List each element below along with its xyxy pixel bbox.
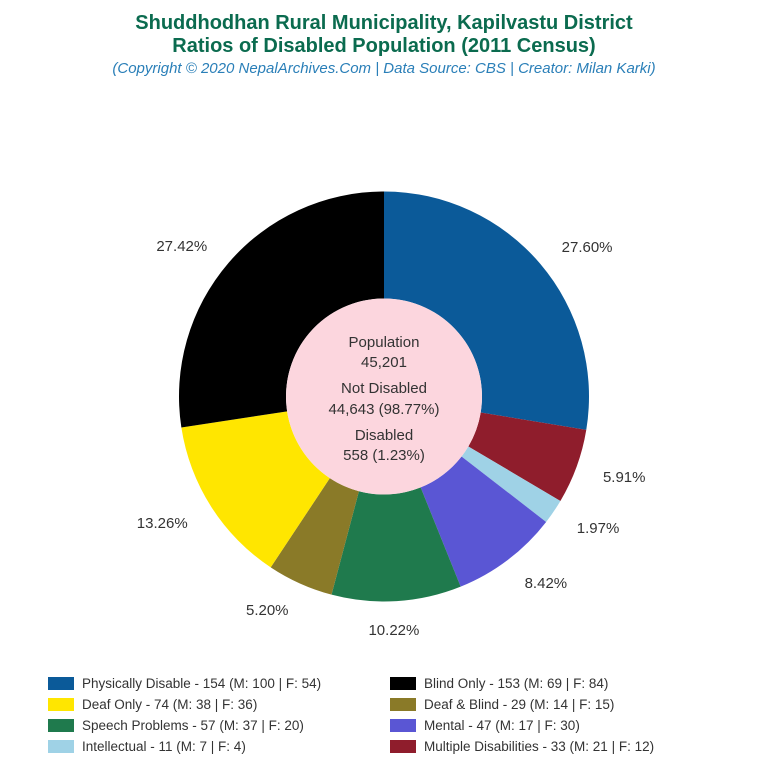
center-summary: Population 45,201 Not Disabled 44,643 (9… [294,327,474,473]
center-pop-value: 45,201 [294,353,474,373]
legend-label: Physically Disable - 154 (M: 100 | F: 54… [82,676,321,691]
center-disabled-value: 558 (1.23%) [294,446,474,466]
center-notdisabled-label: Not Disabled [294,379,474,399]
legend-swatch [48,740,74,753]
legend-label: Mental - 47 (M: 17 | F: 30) [424,718,580,733]
donut-chart: Population 45,201 Not Disabled 44,643 (9… [164,177,604,622]
legend-swatch [390,677,416,690]
legend-swatch [390,719,416,732]
legend-item: Deaf Only - 74 (M: 38 | F: 36) [48,697,378,712]
legend-label: Blind Only - 153 (M: 69 | F: 84) [424,676,608,691]
legend-swatch [390,698,416,711]
legend-swatch [48,698,74,711]
pct-label: 27.42% [156,238,207,255]
legend-item: Deaf & Blind - 29 (M: 14 | F: 15) [390,697,720,712]
center-disabled-label: Disabled [294,426,474,446]
pct-label: 5.91% [603,469,646,486]
center-pop-label: Population [294,333,474,353]
legend-item: Physically Disable - 154 (M: 100 | F: 54… [48,676,378,691]
legend-label: Multiple Disabilities - 33 (M: 21 | F: 1… [424,739,654,754]
legend: Physically Disable - 154 (M: 100 | F: 54… [48,676,720,754]
pct-label: 13.26% [137,515,188,532]
legend-item: Blind Only - 153 (M: 69 | F: 84) [390,676,720,691]
legend-swatch [390,740,416,753]
legend-swatch [48,677,74,690]
legend-label: Intellectual - 11 (M: 7 | F: 4) [82,739,246,754]
pct-label: 1.97% [577,520,620,537]
chart-subtitle: (Copyright © 2020 NepalArchives.Com | Da… [0,60,768,77]
legend-item: Speech Problems - 57 (M: 37 | F: 20) [48,718,378,733]
legend-label: Speech Problems - 57 (M: 37 | F: 20) [82,718,304,733]
pct-label: 10.22% [368,622,419,639]
legend-item: Mental - 47 (M: 17 | F: 30) [390,718,720,733]
pct-label: 5.20% [246,602,289,619]
pct-label: 8.42% [525,575,568,592]
legend-item: Intellectual - 11 (M: 7 | F: 4) [48,739,378,754]
pct-label: 27.60% [562,239,613,256]
chart-title-line1: Shuddhodhan Rural Municipality, Kapilvas… [0,12,768,35]
legend-label: Deaf Only - 74 (M: 38 | F: 36) [82,697,257,712]
legend-item: Multiple Disabilities - 33 (M: 21 | F: 1… [390,739,720,754]
legend-swatch [48,719,74,732]
legend-label: Deaf & Blind - 29 (M: 14 | F: 15) [424,697,614,712]
chart-title-line2: Ratios of Disabled Population (2011 Cens… [0,35,768,58]
center-notdisabled-value: 44,643 (98.77%) [294,399,474,419]
